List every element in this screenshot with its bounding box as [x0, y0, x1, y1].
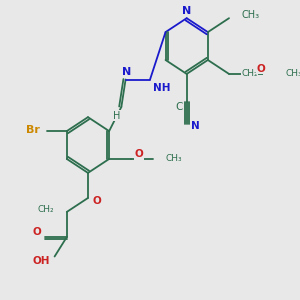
Text: CH₂: CH₂	[241, 69, 258, 78]
Text: NH: NH	[153, 83, 170, 94]
Text: N: N	[182, 6, 191, 16]
Text: CH₃: CH₃	[165, 154, 182, 164]
Text: CH₃: CH₃	[285, 69, 300, 78]
Text: O: O	[33, 227, 41, 237]
Text: O: O	[135, 149, 143, 159]
Text: CH₂: CH₂	[38, 206, 55, 214]
Text: O: O	[92, 196, 101, 206]
Text: O: O	[256, 64, 265, 74]
Text: H: H	[113, 111, 121, 121]
Text: N: N	[191, 121, 200, 131]
Text: C: C	[175, 102, 182, 112]
Text: CH₃: CH₃	[241, 10, 260, 20]
Text: Br: Br	[26, 125, 40, 135]
Text: OH: OH	[33, 256, 50, 266]
Text: N: N	[122, 67, 131, 76]
